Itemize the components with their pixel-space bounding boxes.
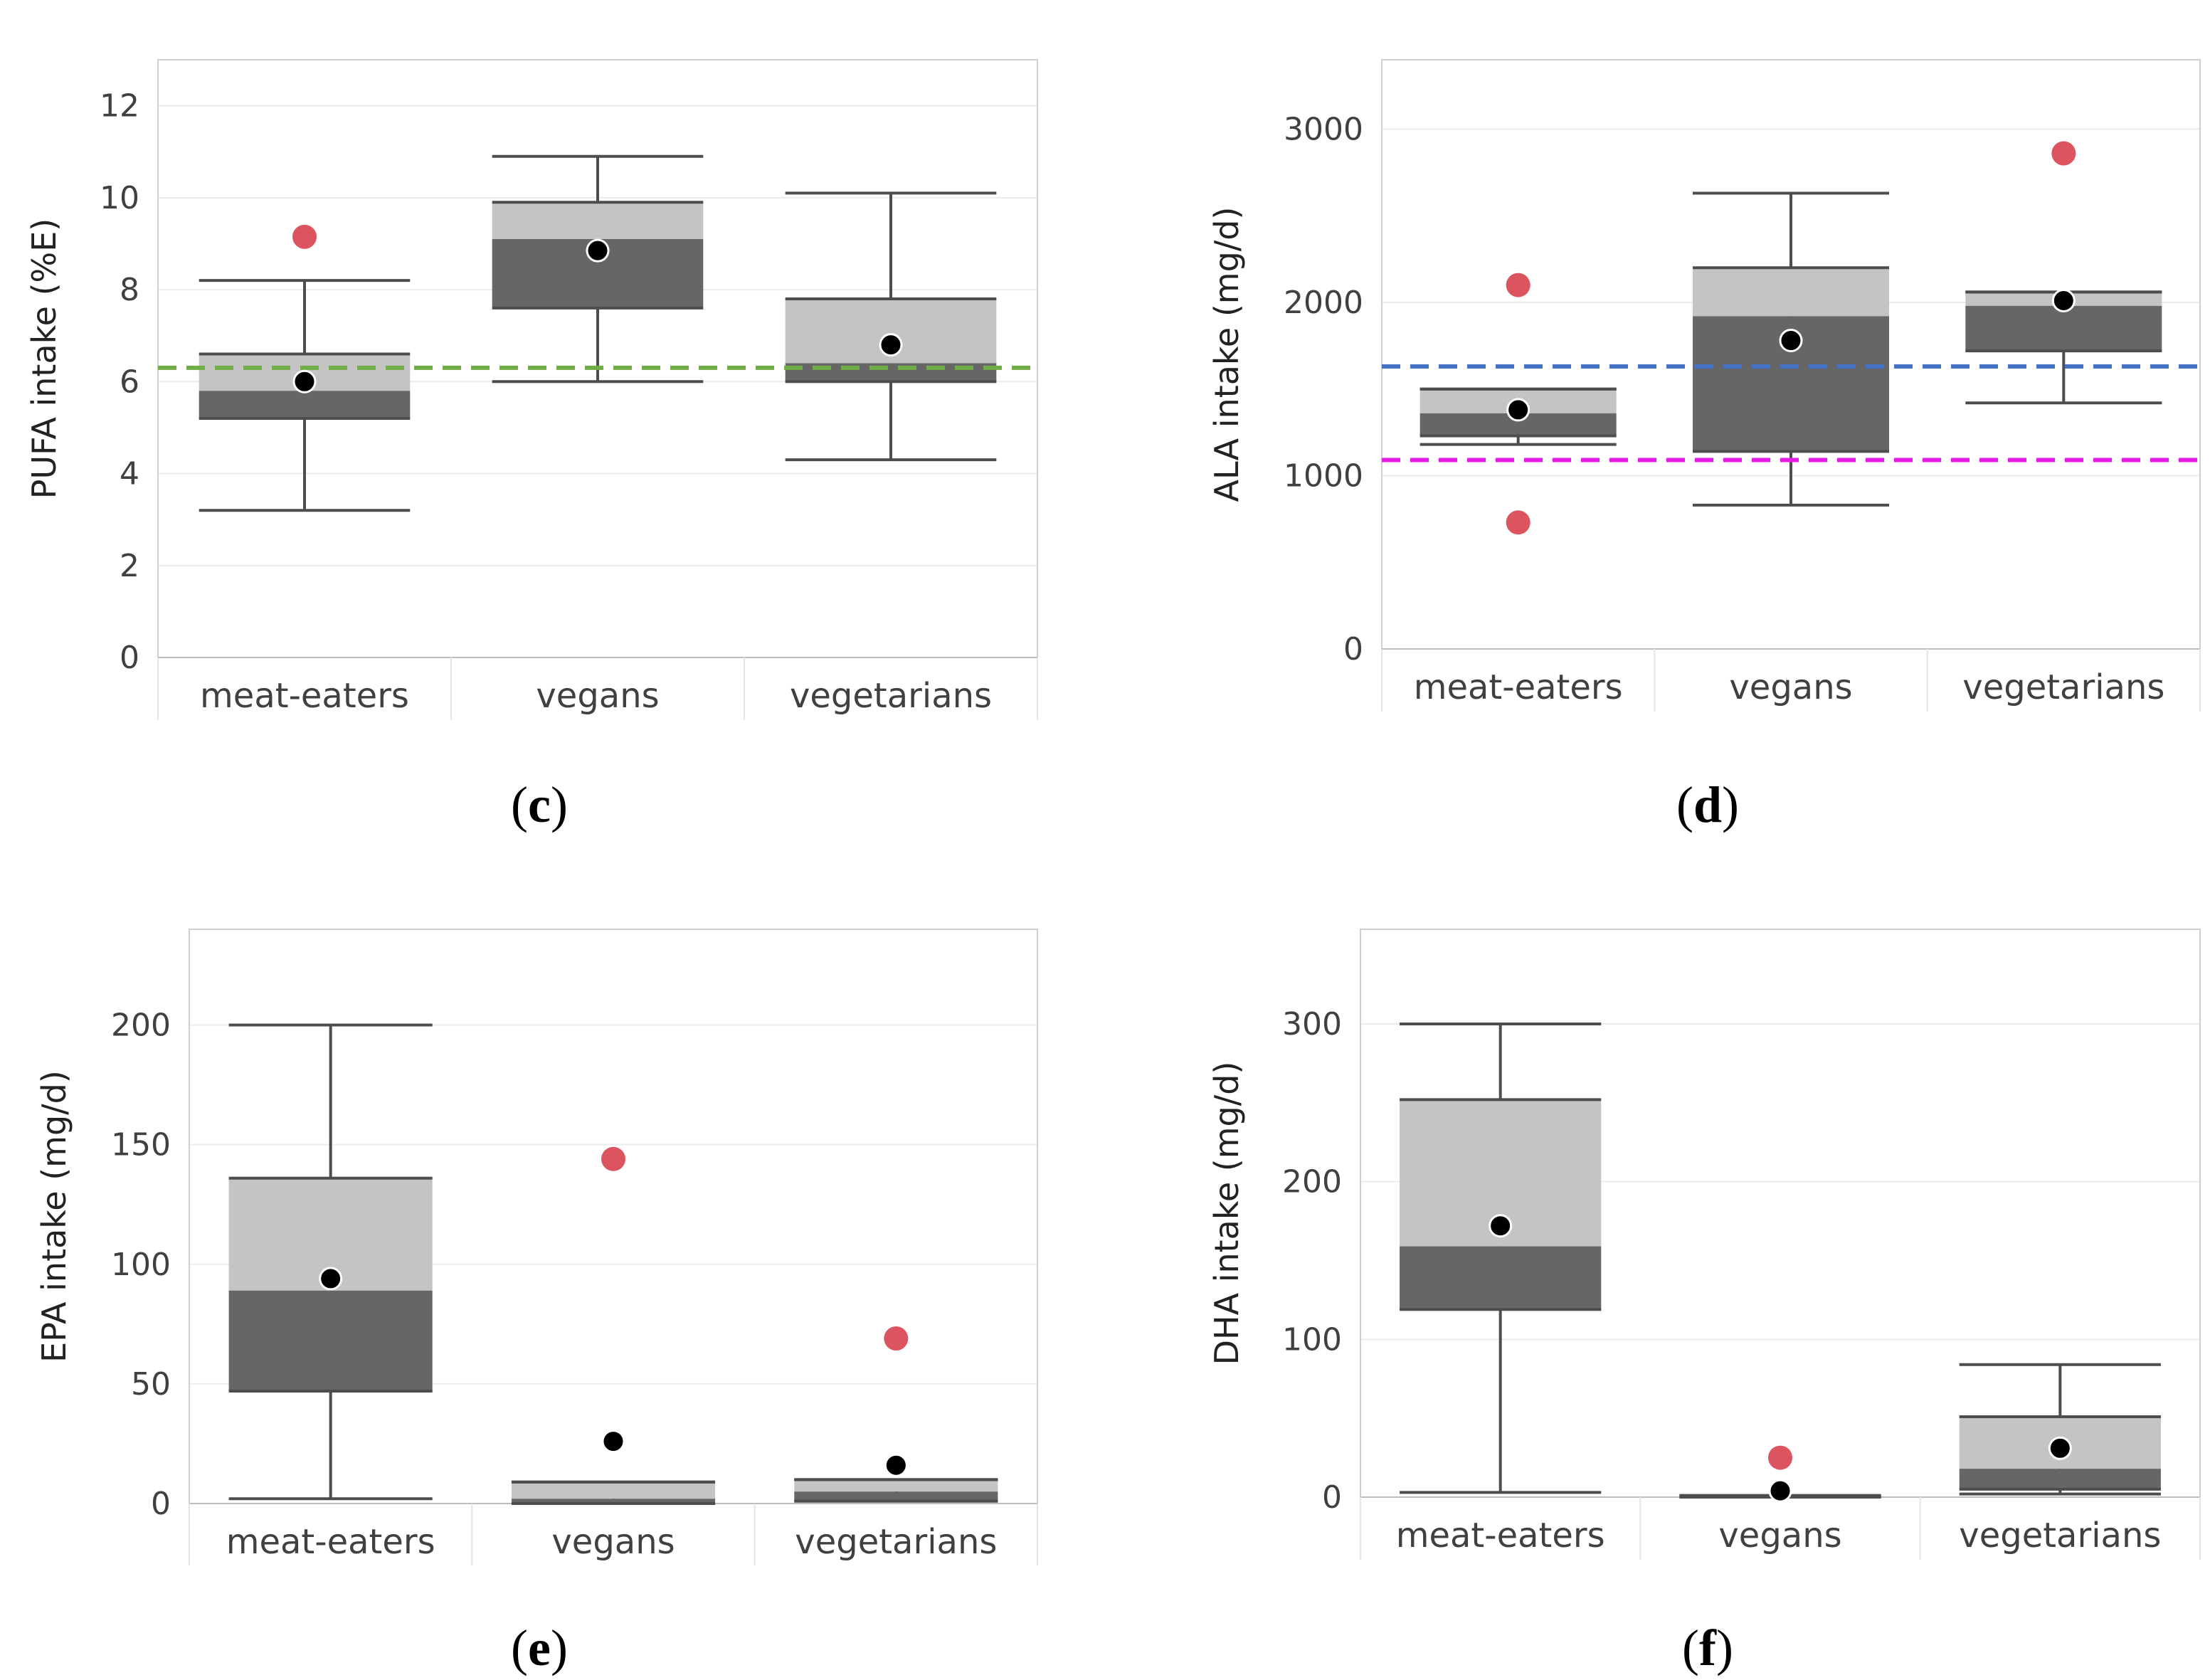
box-upper — [1693, 268, 1889, 317]
chart-panel: 0 50 100 150 200 EPA intake (mg/d) meat-eaters… — [35, 929, 1038, 1676]
mean-point — [319, 1267, 343, 1291]
box-lower — [794, 1491, 998, 1501]
red-point — [1506, 273, 1530, 297]
box-vegetarians — [1959, 1363, 2161, 1496]
panel-label: (c) — [511, 776, 568, 833]
y-tick-label: 2000 — [1284, 285, 1363, 321]
red-point — [292, 224, 317, 249]
chart-panel: 0 1000 2000 3000 ALA intake (mg/d) meat-eater… — [1207, 59, 2201, 833]
category-label: vegetarians — [790, 676, 992, 716]
box-vegans — [492, 154, 704, 384]
mean-point — [884, 1453, 908, 1477]
y-tick-label: 0 — [1322, 1479, 1342, 1516]
y-tick-label: 8 — [120, 272, 139, 308]
mean-point — [601, 1430, 625, 1454]
red-point — [601, 1146, 625, 1171]
mean-point — [1768, 1479, 1792, 1503]
y-tick-label: 200 — [1282, 1164, 1342, 1200]
mean-point — [1506, 398, 1530, 422]
y-tick-label: 0 — [1343, 631, 1363, 667]
box-vegans — [511, 1480, 716, 1505]
mean-point — [2048, 1436, 2072, 1460]
y-tick-label: 10 — [100, 180, 139, 216]
category-label: vegans — [536, 676, 659, 716]
category-label: meat-eaters — [200, 676, 409, 716]
y-tick-label: 50 — [131, 1366, 171, 1402]
y-tick-label: 4 — [120, 456, 139, 492]
y-tick-label: 2 — [120, 548, 139, 584]
y-tick-label: 0 — [120, 640, 139, 676]
y-tick-label: 100 — [111, 1247, 171, 1283]
y-tick-label: 6 — [120, 364, 139, 400]
mean-point — [2051, 289, 2076, 313]
box-lower — [511, 1499, 716, 1504]
box-lower — [1959, 1469, 2161, 1489]
chart-panel: 0 100 200 300 DHA intake (mg/d) meat-eaters ve… — [1207, 929, 2201, 1676]
box-lower — [199, 391, 411, 418]
category-label: meat-eaters — [1414, 667, 1623, 707]
box-meat-eaters — [199, 279, 411, 512]
y-tick-label: 300 — [1282, 1006, 1342, 1042]
box-lower — [228, 1290, 433, 1391]
y-tick-label: 200 — [111, 1008, 171, 1044]
y-tick-label: 1000 — [1284, 458, 1363, 494]
panel-label: (d) — [1676, 776, 1739, 833]
mean-point — [879, 333, 903, 357]
y-tick-label: 12 — [100, 88, 139, 125]
red-point — [884, 1326, 909, 1351]
mean-point — [1779, 329, 1803, 353]
category-label: vegetarians — [1959, 1516, 2161, 1555]
box-lower — [1965, 305, 2162, 352]
mean-point — [586, 238, 610, 263]
panel-label: (e) — [511, 1620, 568, 1676]
box-meat-eaters — [228, 1023, 433, 1501]
category-label: meat-eaters — [226, 1522, 435, 1562]
box-vegetarians — [785, 191, 997, 462]
box-vegetarians — [794, 1478, 998, 1503]
category-label: vegetarians — [1962, 667, 2164, 707]
panel-label: (f) — [1682, 1620, 1733, 1676]
box-upper — [511, 1481, 716, 1499]
y-tick-label: 0 — [151, 1486, 171, 1522]
box-upper — [492, 202, 704, 239]
y-axis-label: EPA intake (mg/d) — [35, 1070, 73, 1363]
red-point — [1506, 510, 1530, 535]
box-lower — [1400, 1246, 1602, 1310]
category-label: vegetarians — [795, 1522, 997, 1562]
box-upper — [794, 1479, 998, 1492]
mean-point — [1489, 1214, 1513, 1238]
mean-point — [292, 369, 317, 393]
y-axis-label: PUFA intake (%E) — [25, 218, 63, 499]
y-tick-label: 100 — [1282, 1321, 1342, 1358]
chart-panel: 0 2 4 6 8 10 12 PUFA intake (%E) meat-eaters vega… — [25, 59, 1038, 833]
y-axis-label: ALA intake (mg/d) — [1207, 207, 1246, 502]
red-point — [1768, 1445, 1792, 1470]
category-label: vegans — [1718, 1516, 1841, 1555]
y-tick-label: 3000 — [1284, 111, 1363, 147]
y-tick-label: 150 — [111, 1127, 171, 1163]
box-meat-eaters — [1400, 1023, 1602, 1494]
red-point — [2051, 141, 2076, 166]
category-label: vegans — [551, 1522, 675, 1562]
category-label: vegans — [1729, 667, 1852, 707]
y-axis-label: DHA intake (mg/d) — [1207, 1062, 1246, 1365]
category-label: meat-eaters — [1396, 1516, 1605, 1555]
